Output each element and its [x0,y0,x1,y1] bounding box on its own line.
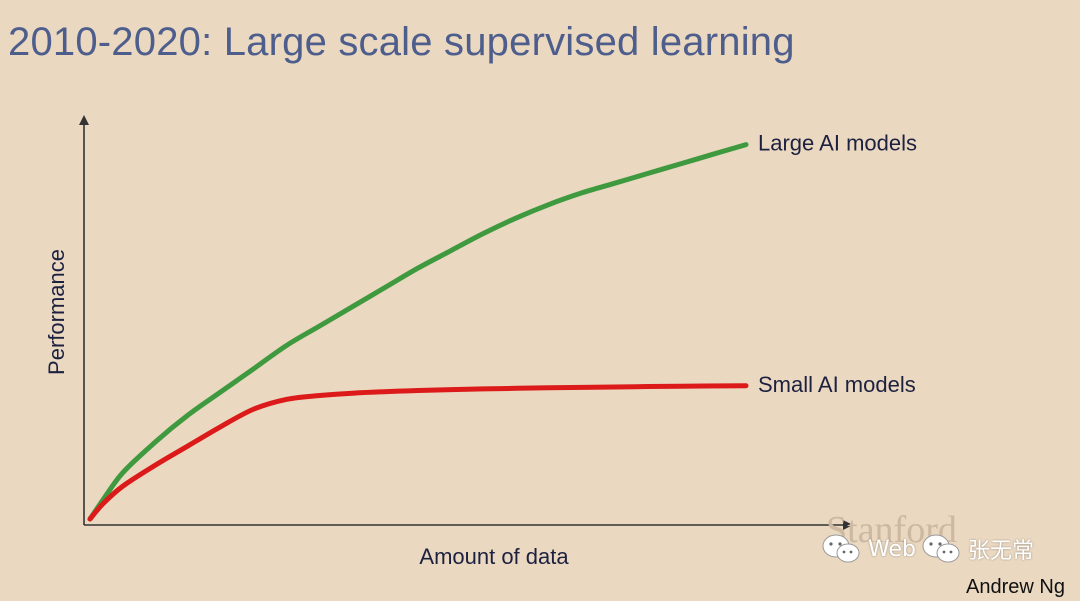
series-label-small-ai-models: Small AI models [758,372,916,397]
wechat-icon [822,534,860,563]
series-label-large-ai-models: Large AI models [758,131,917,156]
wechat-icon-2 [922,534,960,563]
series-label-layer: Large AI models Small AI models [758,131,917,397]
wechat-watermark: Web 张无常 [820,532,1034,566]
series-line-small-ai-models [87,383,749,522]
slide-title: 2010-2020: Large scale supervised learni… [8,20,795,64]
author-credit: Andrew Ng [966,576,1065,598]
series-layer [87,142,749,522]
x-axis-label: Amount of data [419,544,569,569]
wechat-watermark-text: Web [868,536,916,562]
series-line-large-ai-models [87,142,749,522]
wechat-watermark-name: 张无常 [967,539,1034,564]
y-axis-label: Performance [44,249,69,375]
